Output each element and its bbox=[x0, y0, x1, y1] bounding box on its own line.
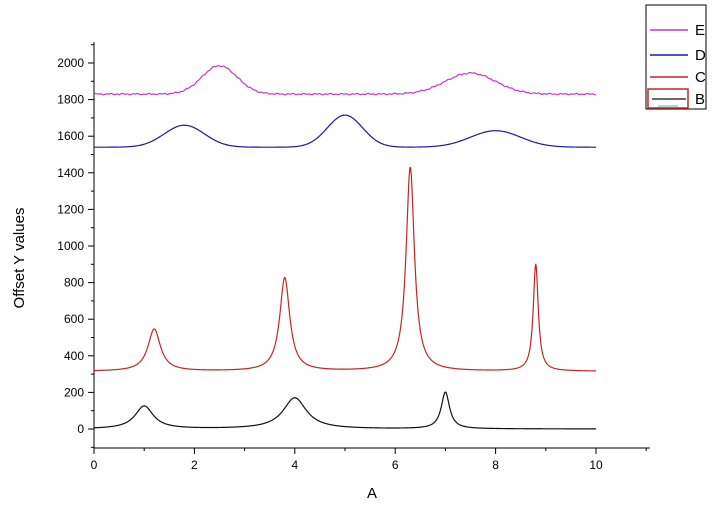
y-tick-label: 1600 bbox=[57, 129, 84, 143]
y-tick-label: 600 bbox=[64, 312, 84, 326]
series-line-d bbox=[94, 114, 596, 148]
legend-label: D bbox=[695, 47, 706, 64]
y-tick-label: 2000 bbox=[57, 56, 84, 70]
x-ticks: 0 2 4 6 8 10 bbox=[91, 448, 647, 472]
x-tick-label: 0 bbox=[91, 458, 98, 472]
x-axis-label: A bbox=[367, 485, 377, 502]
y-tick-label: 400 bbox=[64, 349, 84, 363]
x-tick-label: 2 bbox=[191, 458, 198, 472]
y-axis-label: Offset Y values bbox=[11, 208, 28, 309]
series-line-b bbox=[93, 391, 596, 430]
x-tick-label: 4 bbox=[291, 458, 298, 472]
legend-item-d: D bbox=[650, 47, 706, 64]
x-tick-label: 10 bbox=[589, 458, 603, 472]
series-line-e bbox=[93, 65, 597, 96]
y-tick-label: 1200 bbox=[57, 202, 84, 216]
x-tick-label: 8 bbox=[492, 458, 499, 472]
y-tick-label: 200 bbox=[64, 385, 84, 399]
y-tick-label: 0 bbox=[77, 422, 84, 436]
series-group bbox=[93, 65, 597, 430]
y-ticks: 0 200 400 600 800 1000 1200 1400 1600 1800 2000 bbox=[57, 44, 94, 448]
legend-item-e: E bbox=[650, 22, 705, 39]
legend-box bbox=[645, 4, 707, 110]
legend-selection-box bbox=[647, 88, 689, 109]
plot-area: 0 2 4 6 8 10 0 200 400 600 800 1000 1200 1400 1600 180… bbox=[57, 42, 650, 472]
x-tick-label: 6 bbox=[392, 458, 399, 472]
y-tick-label: 1800 bbox=[57, 93, 84, 107]
legend-label: B bbox=[695, 91, 705, 108]
y-tick-label: 1000 bbox=[57, 239, 84, 253]
legend-label: E bbox=[695, 22, 705, 39]
legend-item-b: B bbox=[647, 88, 705, 109]
legend-item-c: C bbox=[650, 69, 706, 86]
y-tick-label: 800 bbox=[64, 276, 84, 290]
y-tick-label: 1400 bbox=[57, 166, 84, 180]
legend-label: C bbox=[695, 69, 706, 86]
series-line-c bbox=[93, 166, 596, 372]
